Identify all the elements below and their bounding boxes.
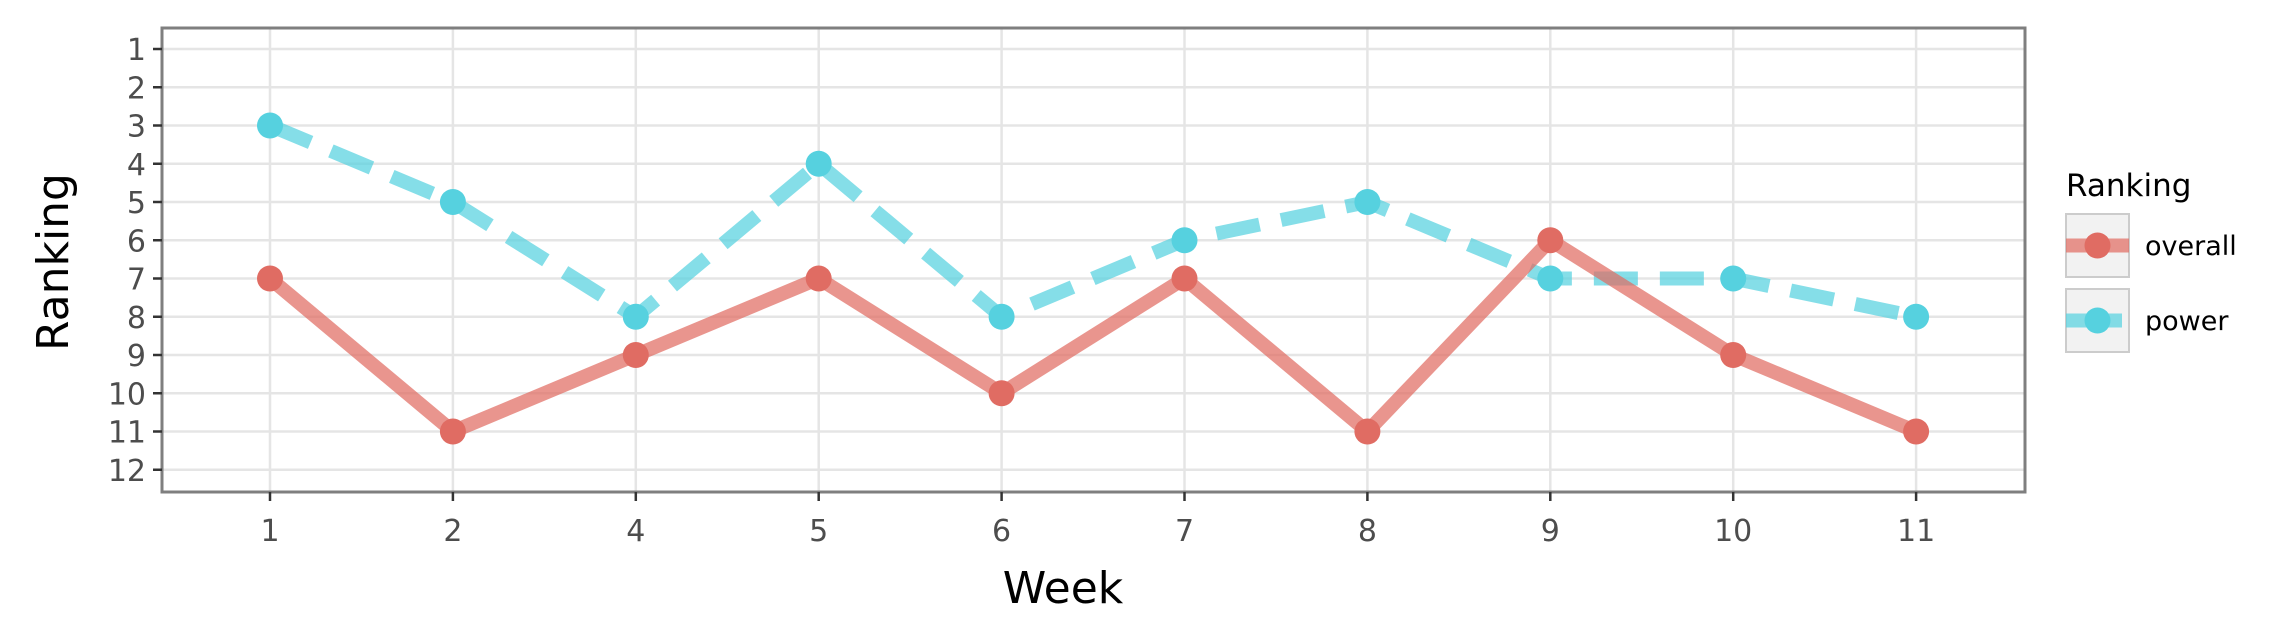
x-tick-label: 1 — [260, 514, 279, 549]
y-tick-label: 2 — [127, 71, 146, 106]
x-tick-label: 6 — [992, 514, 1011, 549]
data-point-power — [439, 189, 466, 215]
data-point-overall — [1537, 227, 1564, 254]
data-point-power — [257, 112, 283, 139]
y-tick-label: 5 — [127, 186, 146, 221]
legend-item-overall: overall — [2065, 213, 2237, 278]
data-point-overall — [805, 265, 832, 292]
data-point-overall — [1354, 418, 1381, 445]
data-point-power — [1171, 227, 1198, 254]
legend: Ranking overall power — [2065, 168, 2237, 353]
y-tick-label: 6 — [127, 224, 146, 259]
x-tick-label: 7 — [1175, 514, 1194, 549]
y-tick-label: 8 — [127, 301, 146, 336]
series-layer — [257, 112, 1930, 445]
series-line-overall — [265, 233, 1919, 439]
data-point-overall — [988, 380, 1015, 407]
series-power — [257, 112, 1930, 330]
x-tick-label: 2 — [443, 514, 462, 549]
x-tick-label: 10 — [1714, 514, 1752, 549]
plot-panel-border — [160, 26, 2027, 494]
y-tick-label: 9 — [127, 339, 146, 374]
data-point-power — [622, 303, 649, 330]
grid-lines — [162, 28, 2025, 492]
legend-label: overall — [2145, 231, 2237, 262]
y-tick-label: 12 — [108, 454, 146, 489]
x-tick-label: 5 — [809, 514, 828, 549]
legend-key-marker — [2084, 307, 2111, 334]
data-point-overall — [622, 342, 649, 368]
y-tick-label: 11 — [108, 416, 146, 451]
series-overall — [257, 227, 1930, 445]
y-tick-label: 1 — [127, 33, 146, 68]
data-point-overall — [1720, 342, 1747, 368]
x-tick-label: 9 — [1541, 514, 1560, 549]
data-point-power — [988, 303, 1015, 330]
data-point-overall — [1171, 265, 1198, 292]
x-tick-label: 8 — [1358, 514, 1377, 549]
x-axis-title: Week — [1003, 563, 1124, 614]
legend-items: overall power — [2065, 213, 2237, 353]
x-tick-label: 11 — [1897, 514, 1935, 549]
y-axis-title: Ranking — [28, 173, 79, 351]
y-tick-label: 10 — [108, 377, 146, 412]
y-tick-label: 7 — [127, 263, 146, 298]
legend-key-marker — [2084, 232, 2111, 259]
data-point-power — [1903, 303, 1930, 330]
y-tick-label: 3 — [127, 110, 146, 145]
data-point-power — [1537, 265, 1564, 292]
data-point-overall — [439, 418, 466, 445]
data-point-power — [805, 150, 832, 177]
data-point-power — [1720, 265, 1747, 292]
data-point-overall — [1903, 418, 1930, 445]
data-point-overall — [257, 265, 283, 292]
legend-item-power: power — [2065, 288, 2229, 353]
y-tick-label: 4 — [127, 148, 146, 183]
legend-title: Ranking — [2066, 168, 2191, 204]
x-tick-label: 4 — [626, 514, 645, 549]
series-line-power — [267, 119, 1918, 324]
legend-label: power — [2145, 306, 2229, 337]
data-point-power — [1354, 189, 1381, 215]
